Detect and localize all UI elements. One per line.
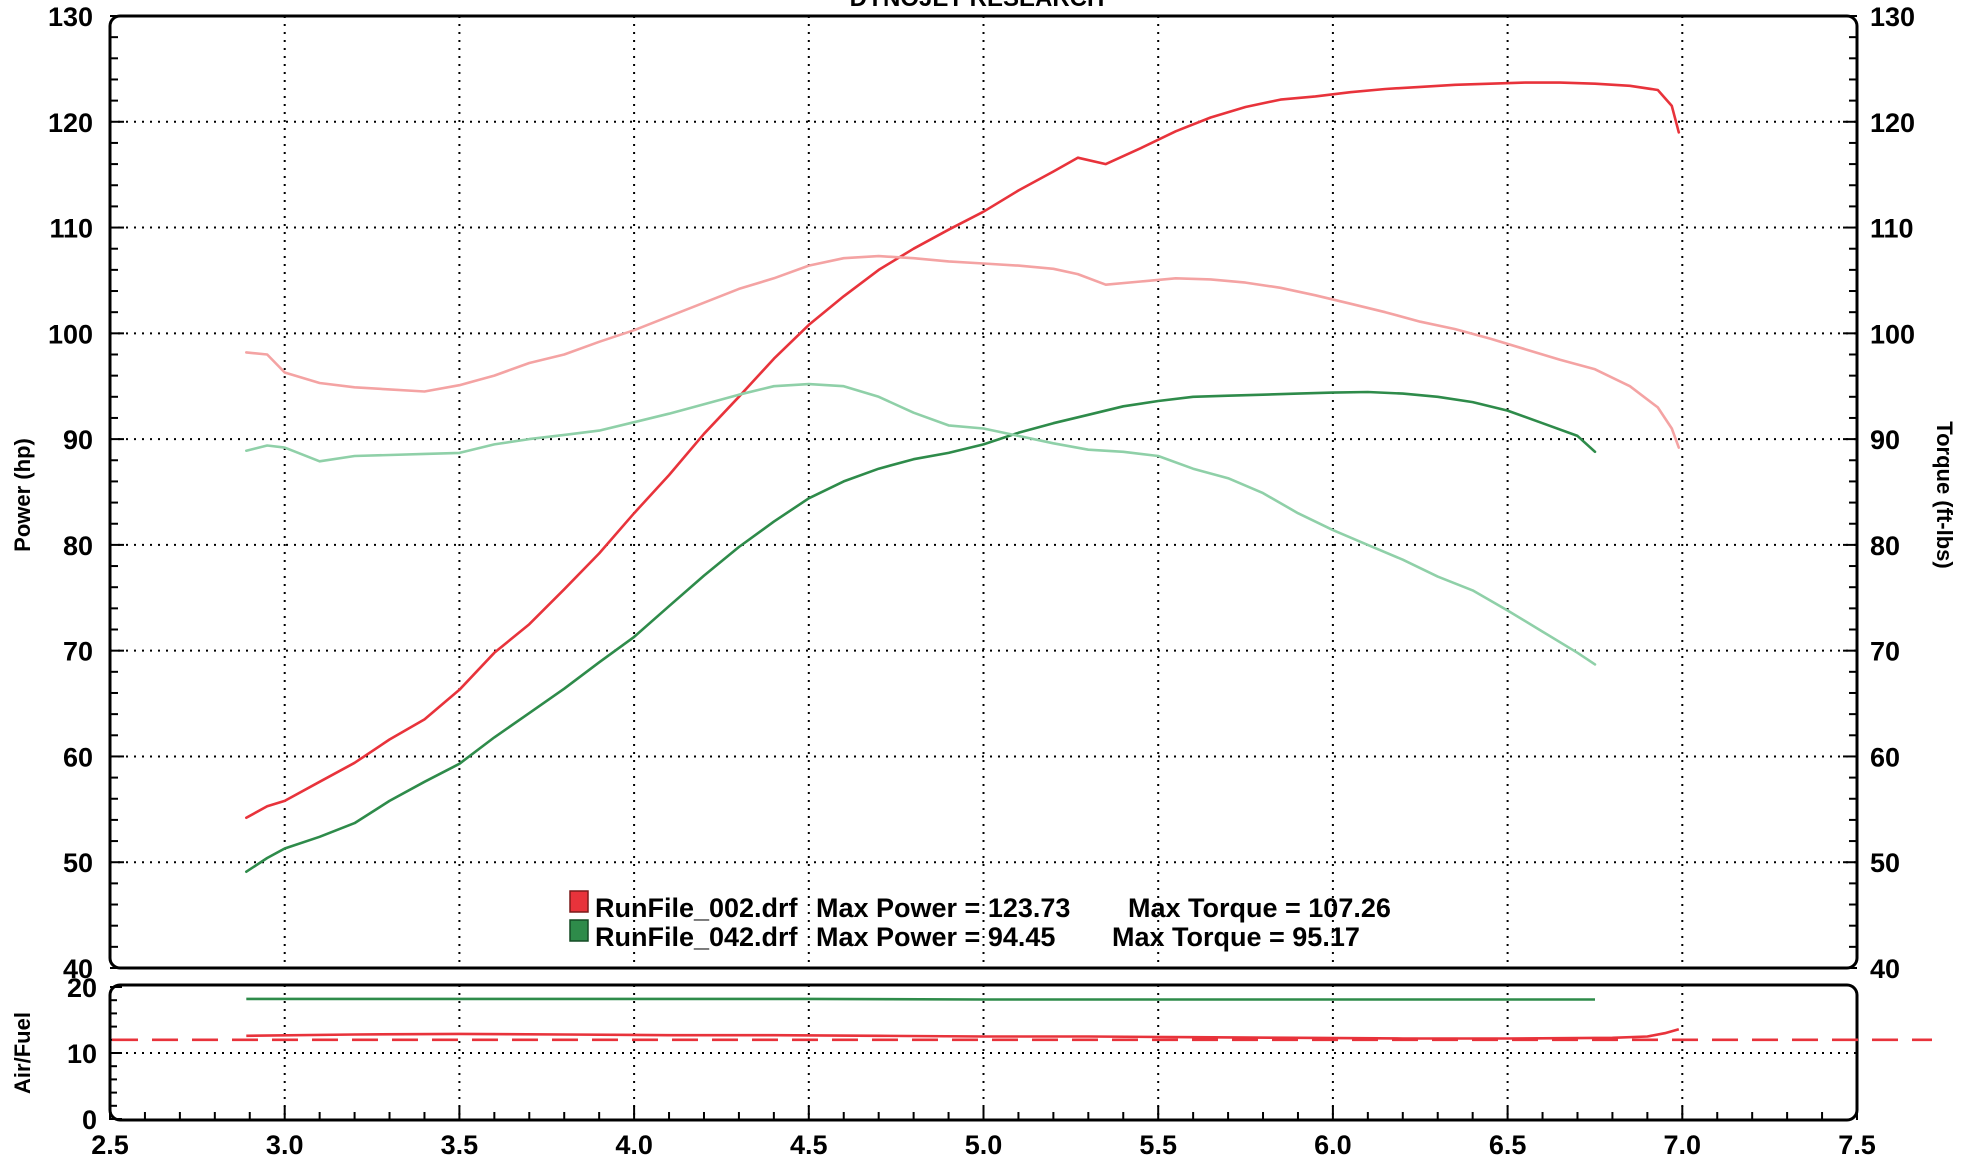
torque-tick-labels: 40 50 60 70 80 90 100 110 120 130: [1870, 2, 1915, 984]
legend-max-torque-runfile-042: Max Torque = 95.17: [1112, 922, 1360, 952]
legend-file-runfile-042: RunFile_042.drf: [595, 922, 799, 952]
legend: RunFile_002.drf Max Power = 123.73 Max T…: [569, 890, 1391, 952]
power-tick-label: 70: [63, 637, 93, 667]
x-tick-label: 3.5: [441, 1130, 479, 1160]
legend-max-power-runfile-042: Max Power = 94.45: [816, 922, 1055, 952]
torque-tick-label: 130: [1870, 2, 1915, 32]
torque-tick-label: 80: [1870, 531, 1900, 561]
power-tick-label: 50: [63, 848, 93, 878]
series-line-runfile-002-drf-torque: [245, 254, 1681, 449]
chart-title: DYNOJET RESEARCH: [850, 0, 1105, 12]
torque-tick-label: 60: [1870, 742, 1900, 772]
x-tick-label: 6.0: [1314, 1130, 1352, 1160]
afr-grid: [110, 985, 1857, 1120]
torque-tick-label: 120: [1870, 108, 1915, 138]
power-tick-label: 130: [48, 2, 93, 32]
power-tick-labels: 40 50 60 70 80 90 100 110 120 130: [48, 2, 93, 984]
torque-tick-label: 100: [1870, 319, 1915, 349]
x-tick-label: 4.5: [790, 1130, 828, 1160]
afr-tick-label: 10: [67, 1039, 97, 1069]
x-tick-label: 5.5: [1139, 1130, 1177, 1160]
x-tick-label: 7.5: [1838, 1130, 1876, 1160]
x-tick-label: 2.5: [91, 1130, 129, 1160]
legend-file-runfile-002: RunFile_002.drf: [595, 893, 799, 923]
torque-tick-label: 50: [1870, 848, 1900, 878]
afr-line-runfile-002-drf: [246, 1027, 1680, 1040]
torque-tick-label: 70: [1870, 637, 1900, 667]
x-tick-labels: 2.5 3.0 3.5 4.0 4.5 5.0 5.5 6.0 6.5 7.0 7.5: [91, 1130, 1876, 1160]
afr-tick-labels: 0 10 20: [67, 973, 97, 1135]
series-line-runfile-042-drf-torque: [245, 382, 1597, 666]
power-tick-label: 80: [63, 531, 93, 561]
y-axis-label-torque: Torque (ft-lbs): [1932, 421, 1957, 568]
power-tick-label: 60: [63, 742, 93, 772]
x-tick-label: 4.0: [615, 1130, 653, 1160]
power-tick-label: 110: [49, 214, 93, 244]
power-tick-label: 100: [48, 319, 93, 349]
series-line-runfile-002-drf-power: [245, 81, 1681, 820]
torque-tick-label: 90: [1870, 425, 1900, 455]
x-tick-label: 7.0: [1664, 1130, 1702, 1160]
series-line-runfile-042-drf-power: [245, 390, 1597, 874]
main-grid: [110, 16, 1857, 968]
main-ticks: [110, 15, 1857, 969]
x-tick-label: 3.0: [266, 1130, 304, 1160]
afr-line-runfile-042-drf: [246, 997, 1595, 1001]
legend-swatch-runfile-042: [569, 919, 589, 942]
legend-max-power-runfile-002: Max Power = 123.73: [816, 893, 1070, 923]
afr-ticks: [109, 986, 1858, 1120]
afr-tick-label: 20: [67, 973, 97, 1003]
main-series: [245, 81, 1681, 874]
power-tick-label: 40: [63, 954, 93, 984]
x-tick-label: 6.5: [1489, 1130, 1527, 1160]
torque-tick-label: 110: [1870, 214, 1914, 244]
power-tick-label: 90: [63, 425, 93, 455]
legend-swatch-runfile-002: [569, 890, 589, 913]
afr-tick-label: 0: [82, 1105, 97, 1135]
torque-tick-label: 40: [1870, 954, 1900, 984]
x-tick-label: 5.0: [965, 1130, 1003, 1160]
y-axis-label-power: Power (hp): [10, 438, 35, 552]
power-tick-label: 120: [48, 108, 93, 138]
legend-max-torque-runfile-002: Max Torque = 107.26: [1128, 893, 1391, 923]
y-axis-label-air-fuel: Air/Fuel: [10, 1012, 35, 1094]
afr-series: [112, 997, 1932, 1042]
